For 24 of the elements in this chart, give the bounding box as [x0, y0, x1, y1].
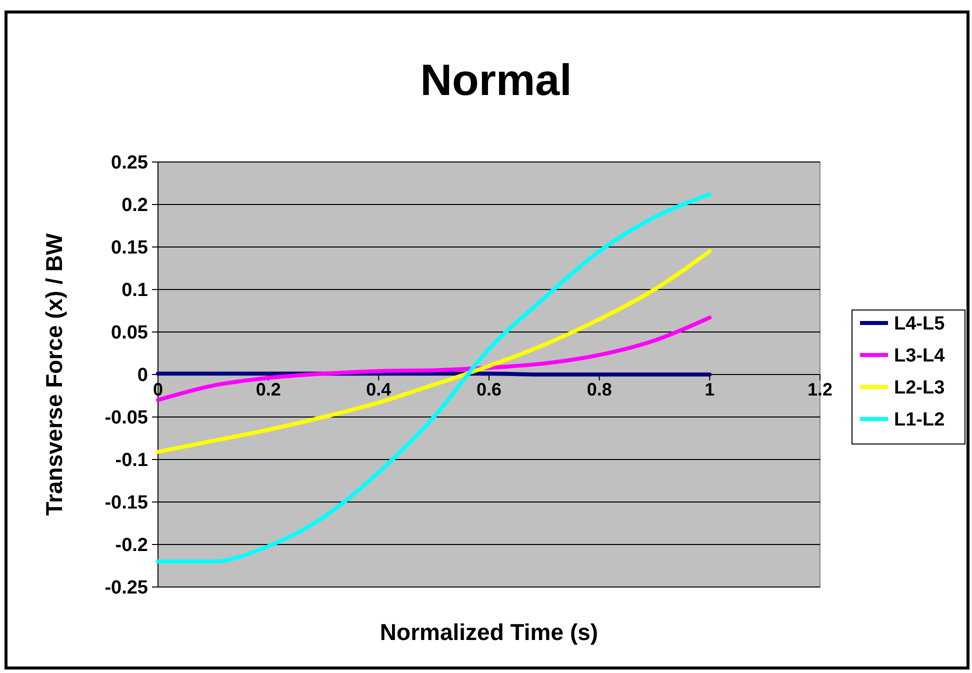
x-tick-label: 0.4 — [366, 380, 392, 400]
y-tick-label: -0.2 — [115, 535, 148, 556]
y-tick-label: -0.1 — [115, 450, 148, 472]
y-tick-label: 0.05 — [111, 322, 148, 344]
x-tick-label: 1.2 — [807, 380, 833, 400]
y-axis-title: Transverse Force (x) / BW — [41, 232, 67, 516]
y-tick-label: -0.05 — [104, 408, 148, 429]
legend-label: L3-L4 — [894, 346, 946, 367]
y-tick-label: 0.1 — [122, 280, 148, 302]
x-tick-label: 1 — [704, 380, 715, 400]
x-tick-label: 0.2 — [256, 380, 281, 400]
legend-label: L4-L5 — [894, 314, 946, 335]
y-tick-label: -0.25 — [104, 578, 148, 599]
legend-label: L2-L3 — [894, 378, 945, 399]
legend-label: L1-L2 — [894, 410, 945, 431]
y-tick-label: 0 — [137, 365, 148, 386]
y-tick-label: 0.2 — [122, 195, 148, 216]
x-tick-label: 0.6 — [476, 380, 502, 400]
y-tick-label: -0.15 — [104, 492, 148, 514]
x-axis-title: Normalized Time (s) — [380, 619, 598, 645]
y-tick-label: 0.15 — [111, 238, 148, 259]
chart-title: Normal — [420, 56, 572, 105]
x-tick-label: 0.8 — [586, 380, 612, 400]
y-tick-label: 0.25 — [111, 152, 148, 174]
